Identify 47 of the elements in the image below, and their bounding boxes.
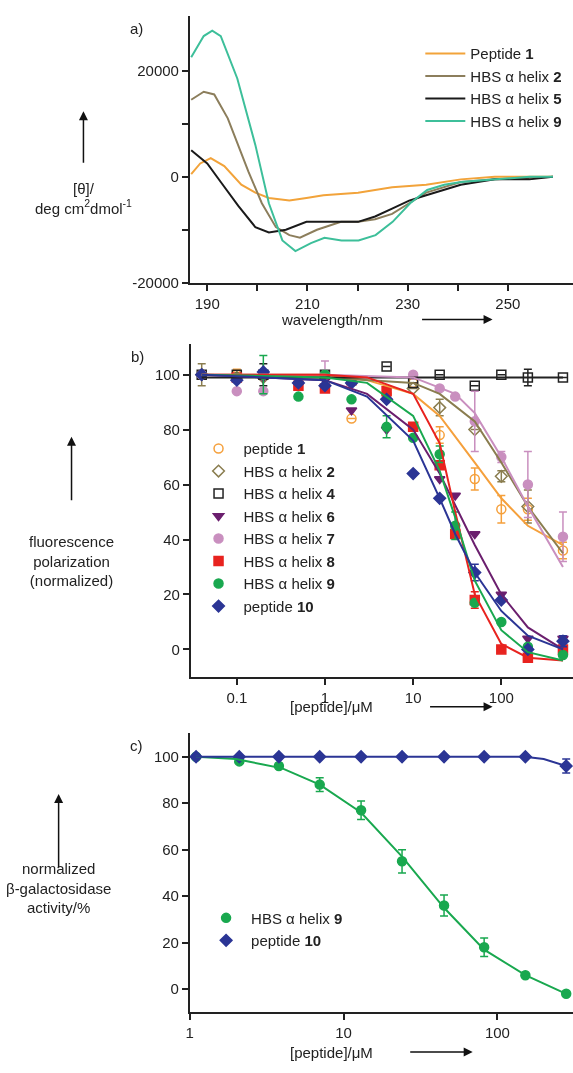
chart-title: a) bbox=[130, 20, 144, 37]
legend-label: HBS α helix 9 bbox=[243, 575, 335, 593]
y-tick-label: 100 bbox=[154, 365, 180, 383]
legend-label: HBS α helix 8 bbox=[243, 552, 335, 570]
legend-label: HBS α helix 2 bbox=[243, 462, 335, 480]
legend-label: HBS α helix 9 bbox=[251, 909, 343, 927]
legend-label: HBS α helix 6 bbox=[243, 507, 335, 525]
x-tick-label: 0.1 bbox=[226, 688, 248, 706]
legend-label: peptide 10 bbox=[243, 597, 314, 615]
y-tick-label: 60 bbox=[162, 840, 179, 858]
y-tick-label: 20 bbox=[162, 933, 179, 951]
y-tick-label: 100 bbox=[153, 747, 179, 765]
x-tick-label: 10 bbox=[335, 1024, 352, 1042]
y-tick-label: 0 bbox=[171, 640, 180, 658]
y-tick-label: 20 bbox=[163, 585, 180, 603]
legend-label: HBS α helix 4 bbox=[243, 485, 336, 503]
x-tick-label: 100 bbox=[484, 1024, 510, 1042]
legend-label: peptide 1 bbox=[243, 440, 306, 458]
y-tick-label: 40 bbox=[162, 887, 179, 905]
legend-label: HBS α helix 9 bbox=[470, 112, 562, 130]
y-tick-label: 60 bbox=[163, 475, 180, 493]
chart-title: b) bbox=[131, 348, 145, 365]
legend-label: HBS α helix 7 bbox=[243, 530, 335, 548]
y-axis-title: normalized β-galactosidase activity/% bbox=[6, 860, 112, 916]
chart-title: c) bbox=[130, 737, 143, 754]
y-tick-label: 80 bbox=[162, 794, 179, 812]
legend-label: Peptide 1 bbox=[470, 45, 534, 63]
y-axis-title: [θ]/ deg cm$^{2}$dmol$^{-1}$ bbox=[35, 180, 133, 217]
x-axis-title: [peptide]/μM bbox=[290, 1044, 373, 1061]
y-tick-label: 0 bbox=[170, 167, 179, 185]
x-tick-label: 1 bbox=[185, 1024, 194, 1042]
x-tick-label: 250 bbox=[495, 294, 521, 312]
y-tick-label: 20000 bbox=[137, 61, 179, 79]
x-tick-label: 230 bbox=[395, 294, 421, 312]
x-tick-label: 100 bbox=[488, 688, 514, 706]
legend-label: HBS α helix 2 bbox=[470, 67, 562, 85]
y-axis-title: fluorescence polarization (normalized) bbox=[29, 533, 115, 589]
x-axis-title: wavelength/nm bbox=[281, 311, 383, 328]
legend-label: peptide 10 bbox=[251, 932, 322, 950]
x-tick-label: 10 bbox=[404, 688, 422, 706]
y-tick-label: -20000 bbox=[132, 274, 179, 292]
y-tick-label: 80 bbox=[163, 420, 180, 438]
x-tick-label: 210 bbox=[294, 294, 320, 312]
x-tick-label: 190 bbox=[194, 294, 220, 312]
y-tick-label: 0 bbox=[170, 980, 179, 998]
legend-label: HBS α helix 5 bbox=[470, 90, 562, 108]
y-tick-label: 40 bbox=[163, 530, 180, 548]
